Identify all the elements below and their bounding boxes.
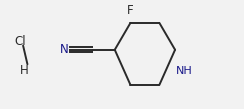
Text: NH: NH [176, 66, 193, 76]
Text: N: N [60, 43, 69, 56]
Text: Cl: Cl [15, 35, 26, 48]
Text: H: H [20, 64, 29, 77]
Text: F: F [127, 4, 134, 17]
